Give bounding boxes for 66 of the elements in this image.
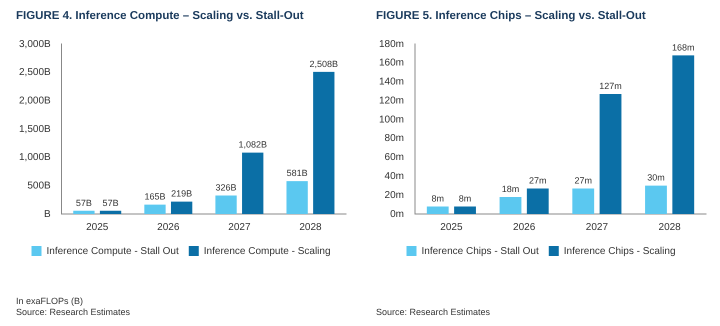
bar — [426, 206, 449, 214]
data-label: 8m — [458, 193, 472, 204]
data-label: 57B — [102, 198, 119, 208]
y-tick-label: 3,000B — [18, 38, 52, 50]
y-tick-label: 60m — [384, 152, 404, 164]
x-tick-label: 2025 — [440, 222, 463, 233]
x-tick-label: 2027 — [228, 222, 251, 233]
data-label: 168m — [672, 42, 695, 52]
data-label: 127m — [599, 81, 622, 92]
data-label: 30m — [647, 172, 665, 183]
data-label: 2,508B — [310, 58, 338, 69]
y-tick-label: 180m — [379, 38, 404, 50]
source-note: Source: Research Estimates — [16, 307, 130, 318]
y-tick-label: 2,000B — [18, 95, 52, 106]
y-tick-label: 100m — [379, 114, 404, 126]
chart-title: FIGURE 4. Inference Compute – Scaling vs. Stall-Out — [16, 10, 305, 24]
y-tick-label: 0m — [390, 208, 404, 220]
y-tick-label: 120m — [379, 95, 404, 106]
bar — [170, 202, 192, 214]
y-tick-label: 1,500B — [18, 124, 52, 135]
legend-label: Inference Chips - Scaling — [564, 246, 676, 257]
data-label: 27m — [574, 175, 592, 186]
data-label: 219B — [171, 188, 192, 199]
data-label: 326B — [216, 182, 237, 193]
x-tick-label: 2027 — [586, 222, 608, 233]
bar — [572, 188, 594, 214]
data-label: 581B — [286, 168, 308, 178]
x-tick-label: 2028 — [658, 222, 682, 233]
y-tick-label: 1,000B — [18, 152, 52, 164]
bar — [215, 196, 237, 214]
y-tick-label: 20m — [384, 190, 404, 201]
bar — [242, 152, 264, 214]
x-tick-label: 2026 — [157, 222, 180, 233]
legend-label: Inference Compute - Scaling — [204, 246, 331, 257]
legend-label: Inference Chips - Stall Out — [422, 246, 539, 257]
bar — [526, 188, 549, 214]
bar — [645, 186, 667, 214]
x-tick-label: 2028 — [299, 222, 322, 233]
bar — [286, 181, 308, 214]
y-tick-label: 140m — [379, 76, 404, 88]
data-label: 8m — [431, 193, 444, 204]
bar — [144, 204, 166, 214]
y-tick-label: 500B — [27, 180, 52, 192]
bar — [500, 197, 522, 214]
data-label: 18m — [502, 184, 520, 194]
y-tick-label: B — [44, 208, 52, 220]
bar — [100, 210, 122, 214]
bar — [313, 72, 334, 214]
data-label: 27m — [529, 175, 547, 186]
x-tick-label: 2025 — [86, 222, 109, 233]
y-tick-label: 160m — [379, 58, 404, 69]
x-tick-label: 2026 — [513, 222, 536, 233]
y-tick-label: 2,500B — [18, 67, 52, 78]
bar — [672, 55, 694, 214]
y-tick-label: 80m — [384, 133, 404, 144]
legend-label: Inference Compute - Stall Out — [46, 246, 179, 257]
source-note: Source: Research Estimates — [376, 307, 490, 318]
y-tick-label: 40m — [384, 170, 404, 182]
bar — [600, 94, 622, 214]
data-label: 57B — [76, 198, 92, 208]
text: In exaFLOPs (B) — [16, 296, 84, 307]
bar — [454, 206, 476, 214]
bar — [73, 210, 95, 214]
data-label: 1,082B — [238, 140, 267, 150]
data-label: 165B — [144, 192, 166, 202]
chart-title: FIGURE 5. Inference Chips – Scaling vs. Stall-Out — [376, 10, 647, 24]
